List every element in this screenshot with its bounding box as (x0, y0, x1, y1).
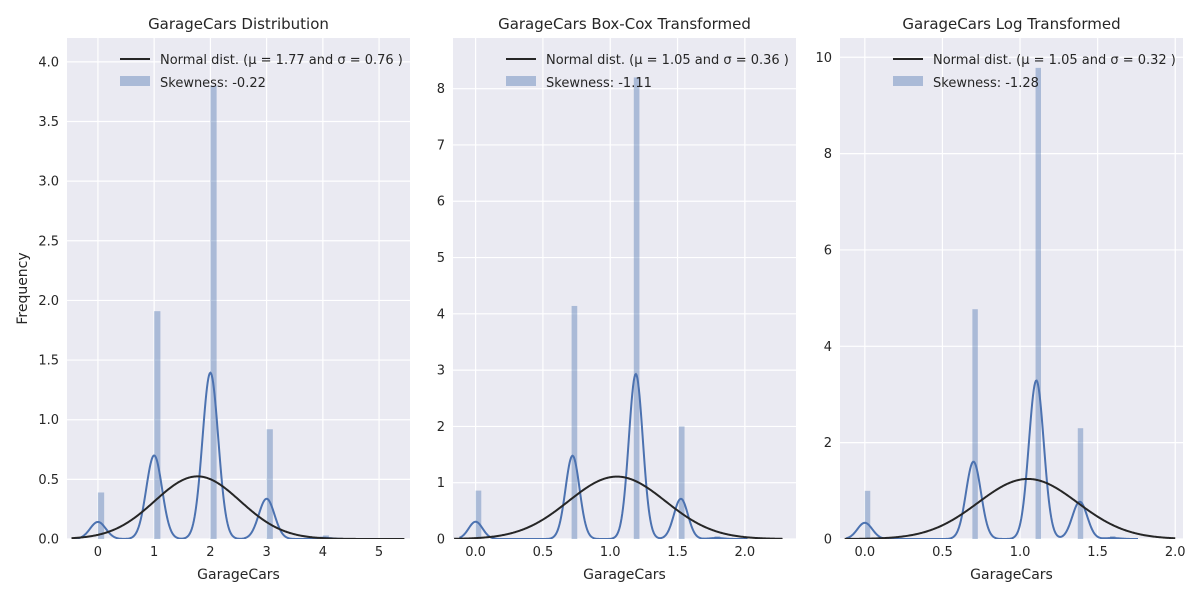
y-tick-label: 4.0 (38, 55, 59, 70)
histogram-bar (154, 311, 161, 539)
y-tick-label: 1.0 (38, 413, 59, 428)
plot-marks (71, 85, 405, 539)
legend-hist-label: Skewness: -1.11 (546, 76, 652, 91)
panel-title: GarageCars Box-Cox Transformed (498, 15, 751, 33)
legend-normal-label: Normal dist. (μ = 1.05 and σ = 0.36 ) (546, 53, 789, 68)
histogram-bar (210, 85, 217, 539)
panel-2: 0.0 0.5 1.0 1.5 2.0 0 1 2 3 4 5 6 7 8 GarageCars Garage… (437, 15, 796, 583)
kde-curve (459, 372, 748, 539)
plot-marks (844, 67, 1176, 539)
y-tick-label: 2 (437, 420, 445, 435)
y-tick-label: 10 (815, 51, 832, 66)
x-tick-label: 2.0 (735, 545, 756, 560)
y-tick-label: 0.0 (38, 533, 59, 548)
y-tick-label: 2.0 (38, 294, 59, 309)
x-tick-label: 4 (319, 545, 327, 560)
y-axis-label: Frequency (15, 252, 31, 324)
x-tick-label: 0 (94, 545, 102, 560)
histogram-bar (864, 490, 871, 539)
y-tick-label: 0 (824, 533, 832, 548)
legend-hist-swatch (506, 76, 536, 86)
y-tick-label: 3.5 (38, 115, 59, 130)
x-tick-label: 1.5 (667, 545, 688, 560)
y-tick-label: 4 (824, 340, 832, 355)
histogram-bar (972, 309, 978, 539)
x-tick-label: 1 (150, 545, 158, 560)
y-tick-label: 3 (437, 364, 445, 379)
panel-3: 0.0 0.5 1.0 1.5 2.0 0 2 4 6 8 10 GarageCars GarageCa… (815, 15, 1185, 583)
normal-fit-curve (844, 477, 1176, 539)
y-tick-label: 4 (437, 307, 445, 322)
x-tick-label: 3 (262, 545, 270, 560)
histogram-bar (571, 305, 578, 539)
histogram-bar (1035, 67, 1041, 539)
y-tick-label: 3.0 (38, 175, 59, 190)
histogram-bar (266, 429, 273, 539)
normal-fit-curve (71, 475, 405, 539)
x-axis-label: GarageCars (583, 567, 666, 583)
x-tick-label: 0.5 (932, 545, 953, 560)
plot-marks (454, 77, 783, 539)
y-tick-label: 1 (437, 476, 445, 491)
x-tick-label: 0.5 (533, 545, 554, 560)
histogram-bar (678, 426, 685, 539)
y-tick-label: 1.5 (38, 354, 59, 369)
y-tick-label: 5 (437, 251, 445, 266)
normal-fit-curve (454, 475, 783, 539)
legend: Normal dist. (μ = 1.05 and σ = 0.36 ) Ske… (506, 53, 789, 91)
x-axis-label: GarageCars (197, 567, 280, 583)
y-tick-label: 0.5 (38, 473, 59, 488)
histogram-bar (475, 490, 482, 539)
panel-title: GarageCars Log Transformed (902, 15, 1120, 33)
legend-hist-swatch (120, 76, 150, 86)
panel-1: 0 1 2 3 4 5 0.0 0.5 1.0 1.5 2.0 2.5 3.0 3.5 4.0 GarageC… (15, 15, 410, 583)
y-tick-label: 6 (824, 243, 832, 258)
kde-curve (72, 371, 349, 539)
histogram-bar (633, 77, 640, 539)
legend-hist-label: Skewness: -1.28 (933, 76, 1039, 91)
legend-normal-label: Normal dist. (μ = 1.05 and σ = 0.32 ) (933, 53, 1176, 68)
histogram-bar (97, 492, 105, 539)
panel-title: GarageCars Distribution (148, 15, 329, 33)
y-tick-label: 2.5 (38, 234, 59, 249)
x-tick-label: 0.0 (465, 545, 486, 560)
plot-area (453, 38, 796, 539)
y-tick-label: 6 (437, 195, 445, 210)
kde-curve (845, 379, 1138, 539)
y-tick-label: 7 (437, 138, 445, 153)
x-tick-label: 1.0 (600, 545, 621, 560)
y-tick-label: 8 (824, 147, 832, 162)
y-tick-label: 2 (824, 436, 832, 451)
legend-normal-label: Normal dist. (μ = 1.77 and σ = 0.76 ) (160, 53, 403, 68)
x-tick-label: 2.0 (1165, 545, 1186, 560)
x-tick-label: 0.0 (854, 545, 875, 560)
histogram-bar (1077, 428, 1084, 539)
x-tick-label: 5 (375, 545, 383, 560)
plot-area (840, 38, 1183, 539)
legend-hist-label: Skewness: -0.22 (160, 76, 266, 91)
plot-area (67, 38, 410, 539)
legend: Normal dist. (μ = 1.77 and σ = 0.76 ) Ske… (120, 53, 403, 91)
legend-hist-swatch (893, 76, 923, 86)
x-axis-label: GarageCars (970, 567, 1053, 583)
legend: Normal dist. (μ = 1.05 and σ = 0.32 ) Ske… (893, 53, 1176, 91)
y-tick-label: 8 (437, 82, 445, 97)
y-tick-label: 0 (437, 533, 445, 548)
x-tick-label: 1.5 (1087, 545, 1108, 560)
x-tick-label: 1.0 (1010, 545, 1031, 560)
x-tick-label: 2 (206, 545, 214, 560)
